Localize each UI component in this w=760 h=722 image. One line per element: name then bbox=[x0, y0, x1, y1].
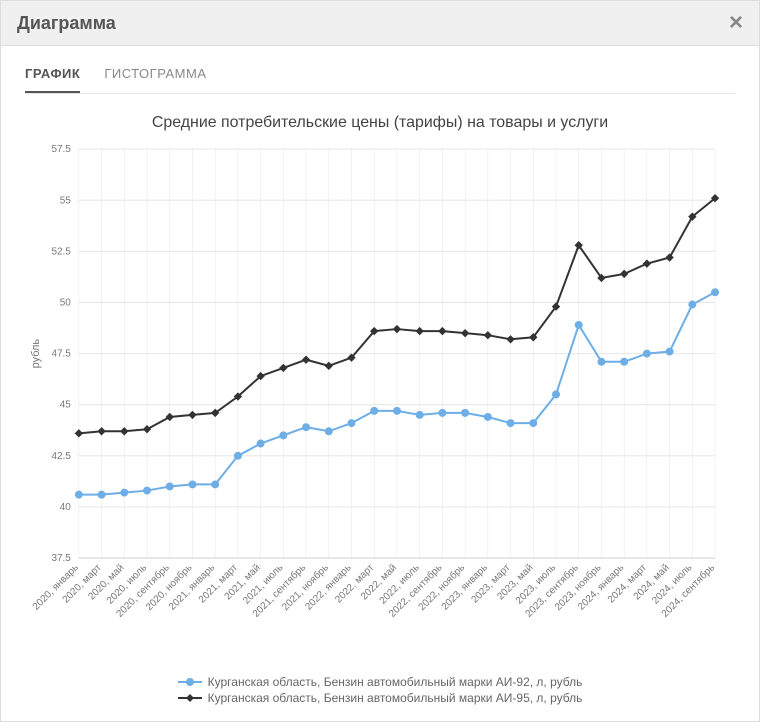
tabs: ГРАФИК ГИСТОГРАММА bbox=[1, 46, 759, 93]
close-icon[interactable]: × bbox=[729, 11, 743, 35]
legend-marker-0 bbox=[178, 676, 202, 688]
svg-text:55: 55 bbox=[60, 195, 72, 206]
svg-text:рубль: рубль bbox=[30, 339, 42, 369]
svg-text:52.5: 52.5 bbox=[51, 246, 71, 257]
svg-text:57.5: 57.5 bbox=[51, 144, 71, 155]
svg-text:42.5: 42.5 bbox=[51, 451, 71, 462]
line-chart: Средние потребительские цены (тарифы) на… bbox=[25, 106, 735, 671]
legend-marker-1 bbox=[178, 692, 202, 704]
svg-text:47.5: 47.5 bbox=[51, 349, 71, 360]
svg-text:50: 50 bbox=[60, 297, 72, 308]
legend-item-1[interactable]: Курганская область, Бензин автомобильный… bbox=[178, 691, 583, 705]
legend-label-0: Курганская область, Бензин автомобильный… bbox=[208, 675, 583, 689]
modal-header: Диаграмма × bbox=[1, 1, 759, 46]
legend-label-1: Курганская область, Бензин автомобильный… bbox=[208, 691, 583, 705]
svg-text:45: 45 bbox=[60, 400, 72, 411]
legend: Курганская область, Бензин автомобильный… bbox=[25, 671, 735, 705]
svg-text:40: 40 bbox=[60, 502, 72, 513]
svg-text:Средние потребительские цены (: Средние потребительские цены (тарифы) на… bbox=[152, 114, 608, 131]
tab-graph[interactable]: ГРАФИК bbox=[25, 66, 80, 93]
chart-area: Средние потребительские цены (тарифы) на… bbox=[1, 94, 759, 721]
legend-item-0[interactable]: Курганская область, Бензин автомобильный… bbox=[178, 675, 583, 689]
modal-title: Диаграмма bbox=[17, 13, 116, 34]
tab-histogram[interactable]: ГИСТОГРАММА bbox=[104, 66, 206, 93]
chart-modal: Диаграмма × ГРАФИК ГИСТОГРАММА Средние п… bbox=[0, 0, 760, 722]
svg-text:37.5: 37.5 bbox=[51, 553, 71, 564]
